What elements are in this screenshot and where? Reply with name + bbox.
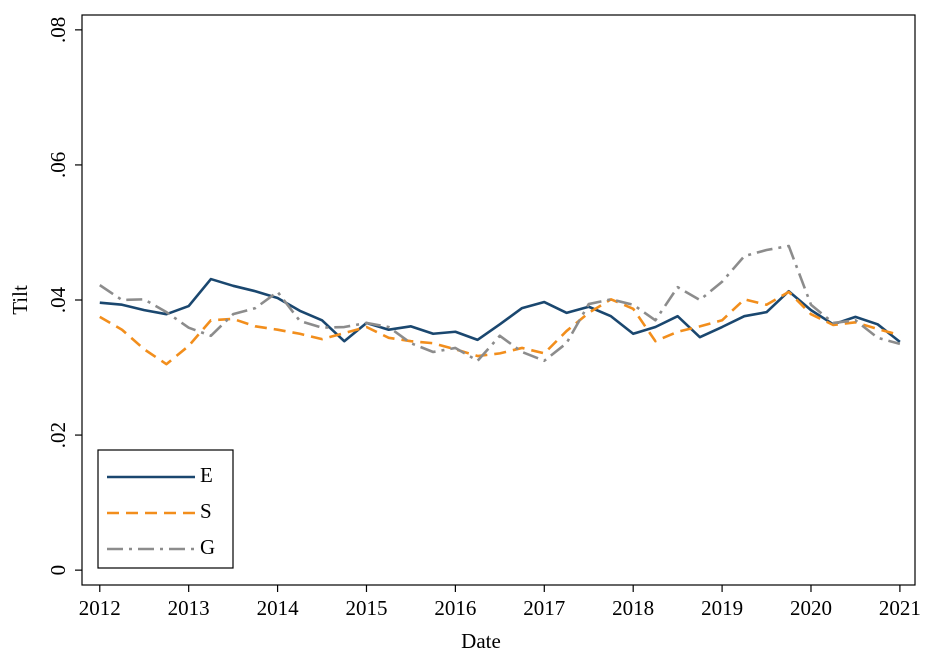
x-tick-label: 2020	[790, 596, 832, 620]
x-tick-label: 2012	[79, 596, 121, 620]
x-tick-label: 2019	[701, 596, 743, 620]
x-tick-label: 2014	[257, 596, 300, 620]
legend-label: E	[200, 463, 213, 487]
x-tick-label: 2018	[612, 596, 654, 620]
x-axis-title: Date	[461, 629, 501, 653]
series-line	[99, 277, 901, 343]
y-axis-title: Tilt	[8, 285, 32, 315]
y-tick-label: .02	[46, 422, 70, 448]
y-tick-label: .04	[46, 286, 70, 313]
x-tick-label: 2021	[879, 596, 921, 620]
x-tick-label: 2015	[345, 596, 387, 620]
series-line	[99, 244, 901, 363]
x-tick-label: 2013	[168, 596, 210, 620]
x-tick-label: 2017	[523, 596, 565, 620]
x-tick-label: 2016	[434, 596, 476, 620]
legend-label: G	[200, 535, 215, 559]
y-tick-label: .08	[46, 17, 70, 43]
y-tick-label: 0	[46, 565, 70, 576]
y-tick-label: .06	[46, 152, 70, 178]
series-line	[99, 290, 901, 366]
legend-label: S	[200, 499, 212, 523]
